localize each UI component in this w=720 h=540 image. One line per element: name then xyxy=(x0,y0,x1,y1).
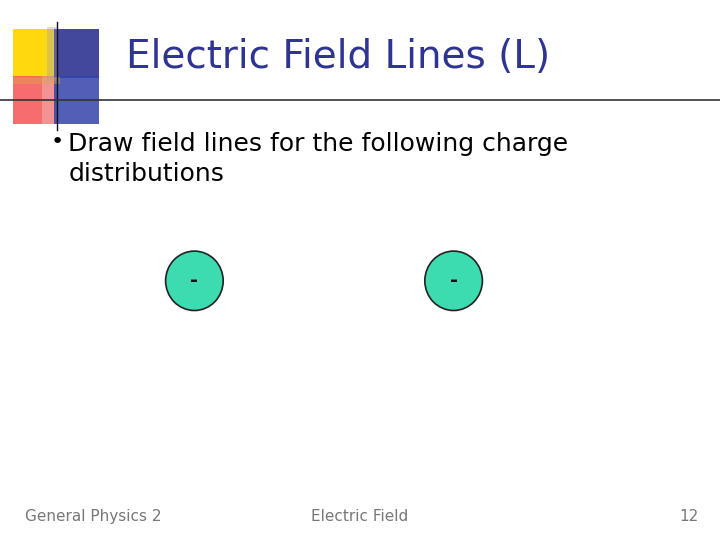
Ellipse shape xyxy=(166,251,223,310)
Text: Electric Field Lines (L): Electric Field Lines (L) xyxy=(126,38,550,76)
FancyBboxPatch shape xyxy=(54,76,99,124)
Text: distributions: distributions xyxy=(68,162,224,186)
Text: Draw field lines for the following charge: Draw field lines for the following charg… xyxy=(68,132,569,156)
FancyBboxPatch shape xyxy=(13,29,58,78)
Text: -: - xyxy=(449,271,458,291)
Text: Electric Field: Electric Field xyxy=(311,509,409,524)
Text: 12: 12 xyxy=(679,509,698,524)
FancyBboxPatch shape xyxy=(13,76,42,124)
FancyBboxPatch shape xyxy=(47,27,58,81)
FancyBboxPatch shape xyxy=(13,76,58,124)
FancyBboxPatch shape xyxy=(54,29,99,78)
Text: •: • xyxy=(50,132,63,152)
Text: General Physics 2: General Physics 2 xyxy=(25,509,162,524)
FancyBboxPatch shape xyxy=(13,77,60,84)
Text: -: - xyxy=(190,271,199,291)
Ellipse shape xyxy=(425,251,482,310)
